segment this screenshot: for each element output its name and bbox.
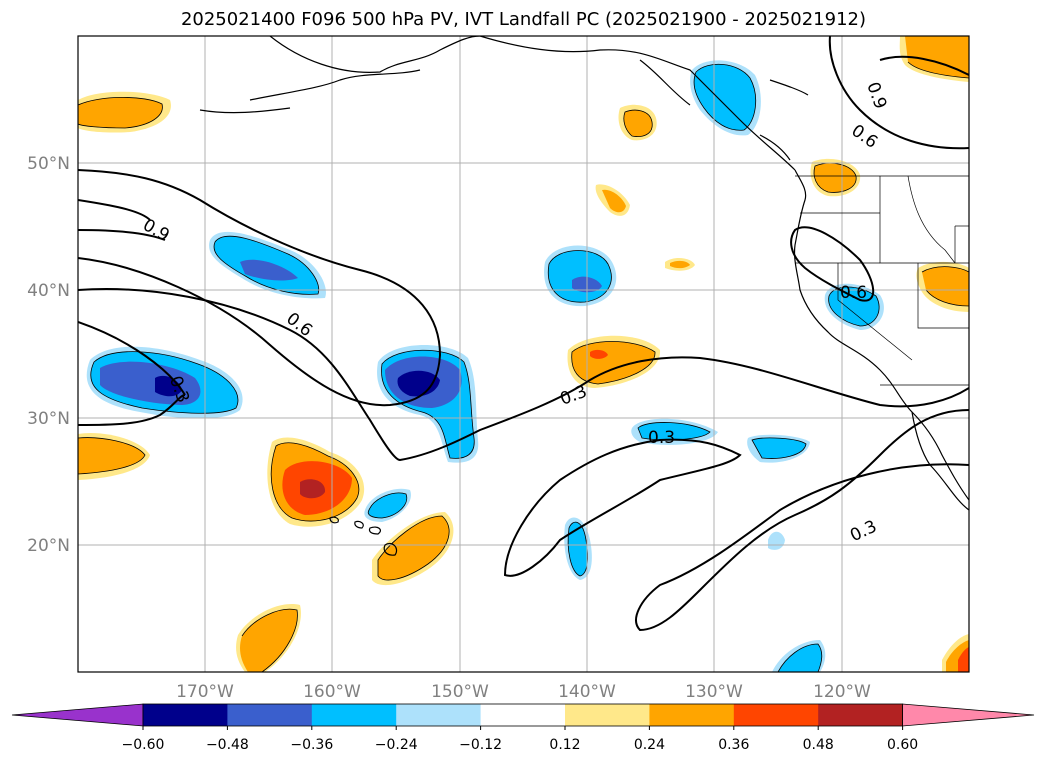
negative-anomaly-blob xyxy=(778,644,822,672)
lat-tick-label: 20°N xyxy=(27,536,70,556)
map-frame xyxy=(77,35,970,673)
colorbar-tick-label: −0.24 xyxy=(375,737,418,753)
colorbar-tick-label: 0.12 xyxy=(549,737,580,753)
latitude-labels: 50°N 40°N 30°N 20°N xyxy=(27,154,70,556)
contour-labels: 0.9 0.6 0.3 0.3 0.3 0.6 0.9 0.6 0.3 xyxy=(139,80,890,547)
colorbar-frame xyxy=(142,703,903,727)
negative-anomaly-blob xyxy=(240,259,298,281)
colorbar-tick-label: 0.36 xyxy=(718,737,749,753)
map-area xyxy=(78,36,969,672)
colorbar-tick-label: −0.48 xyxy=(206,737,249,753)
positive-anomaly-blob xyxy=(300,479,326,499)
negative-anomaly-blob xyxy=(368,492,407,518)
positive-anomaly-blob xyxy=(814,163,857,193)
colorbar-segment xyxy=(143,704,228,726)
negative-anomaly-blob xyxy=(548,250,612,303)
lat-tick-label: 30°N xyxy=(27,409,70,429)
lon-tick-label: 160°W xyxy=(303,682,361,702)
lon-tick-label: 170°W xyxy=(176,682,234,702)
positive-anomaly-blob xyxy=(590,349,608,359)
gridlines xyxy=(78,36,969,672)
coastlines xyxy=(199,36,969,511)
colorbar-segment xyxy=(565,704,650,726)
colorbar-segment xyxy=(733,704,819,726)
positive-anomaly-blob xyxy=(623,110,653,137)
positive-anomaly-blob xyxy=(378,516,450,580)
colorbar: −0.60 −0.48 −0.36 −0.24 −0.12 0.12 0.24 0.36 0.4… xyxy=(11,703,1035,753)
positive-anomaly-blob xyxy=(922,266,969,306)
negative-anomaly-blob xyxy=(752,437,806,459)
negative-anomaly-blob xyxy=(568,522,588,576)
shading-outlines xyxy=(78,36,969,672)
negative-anomaly-blob xyxy=(397,370,440,397)
lon-tick-label: 120°W xyxy=(813,682,871,702)
contour-label: 0.3 xyxy=(648,428,675,448)
colorbar-segment xyxy=(227,704,313,726)
colorbar-tick-label: −0.12 xyxy=(459,737,502,753)
positive-anomaly-blob xyxy=(958,647,969,672)
hawaii-islands xyxy=(329,516,398,556)
colorbar-extend-max xyxy=(902,703,1035,727)
colorbar-tick-label: 0.24 xyxy=(634,737,665,753)
negative-anomaly-blob xyxy=(694,64,756,131)
colorbar-tick-label: −0.36 xyxy=(290,737,333,753)
lat-tick-label: 50°N xyxy=(27,154,70,174)
positive-anomaly-blob xyxy=(670,260,690,269)
colorbar-tick-label: 0.60 xyxy=(887,737,918,753)
pv-shading xyxy=(78,36,969,672)
colorbar-segment xyxy=(480,704,566,726)
lon-tick-label: 130°W xyxy=(685,682,743,702)
colorbar-tick-label: 0.48 xyxy=(803,737,834,753)
positive-anomaly-blob xyxy=(78,97,163,128)
chart-title: 2025021400 F096 500 hPa PV, IVT Landfall… xyxy=(180,9,867,30)
positive-anomaly-blob xyxy=(240,609,298,672)
positive-anomaly-blob xyxy=(78,437,145,474)
political-borders xyxy=(795,175,969,386)
colorbar-segment xyxy=(396,704,482,726)
colorbar-segment xyxy=(649,704,735,726)
lat-tick-label: 40°N xyxy=(27,281,70,301)
lon-tick-label: 150°W xyxy=(431,682,489,702)
negative-anomaly-blob xyxy=(638,422,710,440)
negative-anomaly-blob xyxy=(828,287,880,326)
contour-label: 0.6 xyxy=(840,283,867,303)
positive-anomaly-blob xyxy=(602,189,626,213)
colorbar-tick-label: −0.60 xyxy=(122,737,165,753)
longitude-labels: 170°W 160°W 150°W 140°W 130°W 120°W xyxy=(176,682,871,702)
colorbar-segment xyxy=(818,704,904,726)
contour-lines xyxy=(78,36,969,632)
lon-tick-label: 140°W xyxy=(558,682,616,702)
colorbar-extend-min xyxy=(11,703,144,727)
colorbar-segment xyxy=(311,704,397,726)
